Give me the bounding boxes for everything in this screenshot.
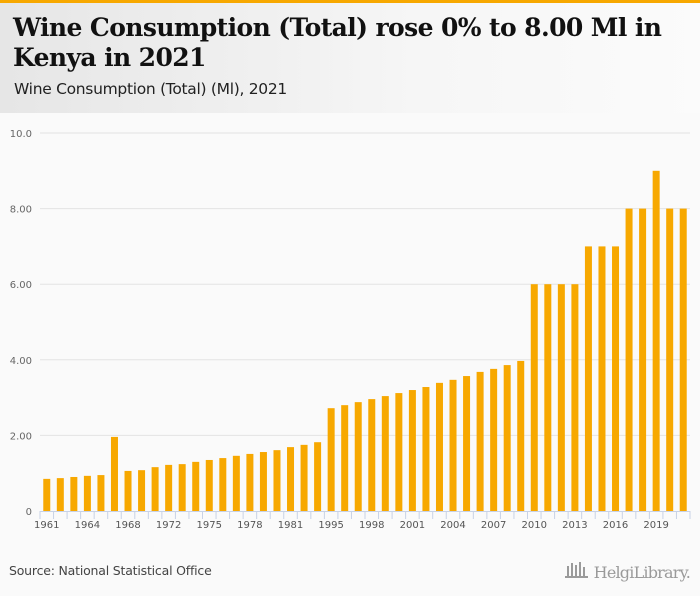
x-tick-label: 2013 — [562, 520, 587, 531]
bar — [476, 371, 484, 511]
bar — [70, 476, 78, 511]
x-tick-label: 1975 — [197, 520, 222, 531]
bar — [246, 453, 254, 511]
bar — [530, 284, 538, 511]
bar — [368, 399, 376, 511]
x-tick-label: 1998 — [359, 520, 384, 531]
bar — [584, 246, 592, 511]
bar — [625, 208, 633, 511]
bar — [327, 408, 335, 511]
bar — [612, 246, 620, 511]
bar — [354, 402, 362, 511]
bar — [449, 379, 457, 511]
bar — [679, 208, 687, 511]
bar — [598, 246, 606, 511]
bar — [463, 376, 471, 511]
y-tick-label: 10.0 — [10, 129, 32, 140]
bar — [124, 470, 132, 511]
x-tick-label: 1995 — [318, 520, 343, 531]
bars — [43, 170, 687, 512]
bar — [666, 208, 674, 511]
bar — [652, 170, 660, 512]
bar — [435, 382, 443, 511]
bar — [341, 405, 349, 511]
x-tick-label: 1972 — [156, 520, 181, 531]
bar — [232, 455, 240, 511]
bar — [314, 442, 322, 511]
bar — [557, 284, 565, 511]
y-tick-label: 4.00 — [10, 356, 32, 367]
bar — [490, 368, 498, 511]
bar — [138, 470, 146, 511]
chart-title: Wine Consumption (Total) rose 0% to 8.00… — [13, 13, 662, 72]
x-axis: 1961 1964 1968 1972 1975 1978 1981 1995 1998 2001… — [34, 511, 691, 531]
x-tick-label: 1964 — [75, 520, 100, 531]
y-tick-label: 0 — [26, 507, 32, 518]
bar — [422, 387, 430, 511]
bar — [56, 478, 64, 511]
bar — [165, 464, 173, 511]
bar-chart-icon — [564, 560, 590, 584]
bar — [503, 365, 511, 511]
bar — [571, 284, 579, 511]
logo-text: HelgiLibrary. — [593, 562, 691, 582]
x-tick-label: 1961 — [34, 520, 59, 531]
bar — [395, 393, 403, 511]
gridlines — [40, 132, 690, 436]
x-tick-label: 2007 — [481, 520, 506, 531]
bar — [381, 396, 389, 511]
chart-header: Wine Consumption (Total) rose 0% to 8.00… — [0, 3, 700, 113]
y-tick-label: 6.00 — [10, 280, 32, 291]
x-tick-label: 2010 — [522, 520, 547, 531]
x-tick-label: 1978 — [237, 520, 262, 531]
bar — [219, 458, 227, 511]
bar — [517, 360, 525, 511]
bar — [300, 444, 308, 511]
bar — [151, 467, 159, 511]
x-tick-label: 1968 — [115, 520, 140, 531]
bar — [178, 464, 186, 511]
x-tick-label: 1981 — [278, 520, 303, 531]
y-axis: 0 2.00 4.00 6.00 8.00 10.0 — [10, 129, 32, 518]
x-tick-label: 2016 — [603, 520, 628, 531]
bar — [544, 284, 552, 511]
bar — [639, 208, 647, 511]
x-tick-label: 2004 — [440, 520, 465, 531]
bar — [205, 459, 213, 511]
bar — [83, 475, 91, 511]
x-tick-label: 2019 — [643, 520, 668, 531]
bar — [110, 436, 118, 511]
helgi-library-logo[interactable]: HelgiLibrary. — [564, 560, 691, 584]
bar — [287, 447, 295, 511]
y-tick-label: 2.00 — [10, 431, 32, 442]
y-tick-label: 8.00 — [10, 205, 32, 216]
bar — [97, 475, 105, 511]
chart-subtitle: Wine Consumption (Total) (Ml), 2021 — [14, 80, 287, 98]
bar — [259, 452, 267, 511]
bar — [408, 390, 416, 511]
accent-bar — [0, 0, 700, 3]
source-note: Source: National Statistical Office — [9, 563, 212, 578]
bar — [273, 450, 281, 511]
bar — [192, 461, 200, 511]
bar — [43, 478, 51, 511]
x-tick-label: 2001 — [400, 520, 425, 531]
